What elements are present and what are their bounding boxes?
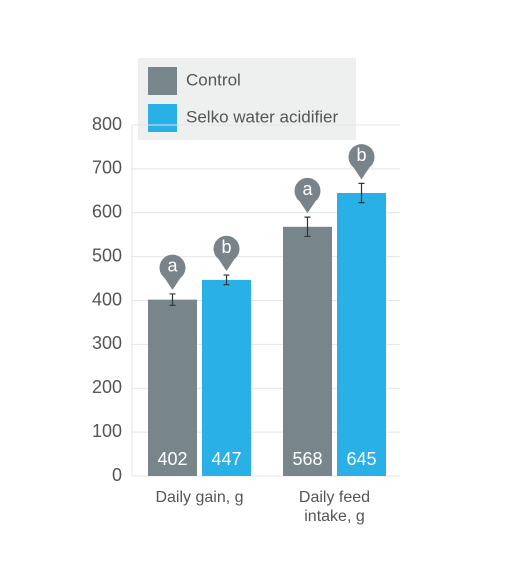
error-bar (358, 182, 365, 204)
value-label: 447 (211, 449, 241, 469)
significance-letter: a (302, 179, 313, 199)
legend-swatch (148, 67, 177, 95)
y-tick-label: 200 (92, 377, 122, 397)
y-tick-label: 300 (92, 333, 122, 353)
significance-letter: b (356, 145, 366, 165)
bar (283, 226, 332, 476)
error-bar (304, 216, 311, 238)
letter-pin (213, 235, 240, 272)
y-tick-label: 400 (92, 289, 122, 309)
y-tick-label: 100 (92, 421, 122, 441)
legend-label: Selko water acidifier (186, 107, 338, 126)
legend-label: Control (186, 70, 241, 89)
significance-letter: a (167, 256, 178, 276)
significance-letter: b (221, 237, 231, 257)
value-label: 402 (157, 449, 187, 469)
letter-pin (159, 254, 186, 290)
error-bar (169, 293, 176, 306)
bar (337, 193, 386, 476)
y-tick-label: 800 (92, 114, 122, 134)
value-label: 645 (346, 449, 376, 469)
bar (148, 299, 197, 476)
y-tick-label: 500 (92, 245, 122, 265)
legend-swatch (148, 104, 177, 132)
y-tick-label: 600 (92, 202, 122, 222)
x-tick-label: Daily gain, g (155, 489, 244, 506)
error-bar (223, 274, 230, 286)
value-label: 568 (292, 449, 322, 469)
y-tick-label: 700 (92, 158, 122, 178)
y-tick-label: 0 (112, 465, 122, 485)
x-tick-label: Daily feed intake, g (298, 489, 371, 525)
letter-pin (348, 144, 375, 180)
bar (202, 279, 251, 476)
letter-pin (294, 177, 321, 214)
